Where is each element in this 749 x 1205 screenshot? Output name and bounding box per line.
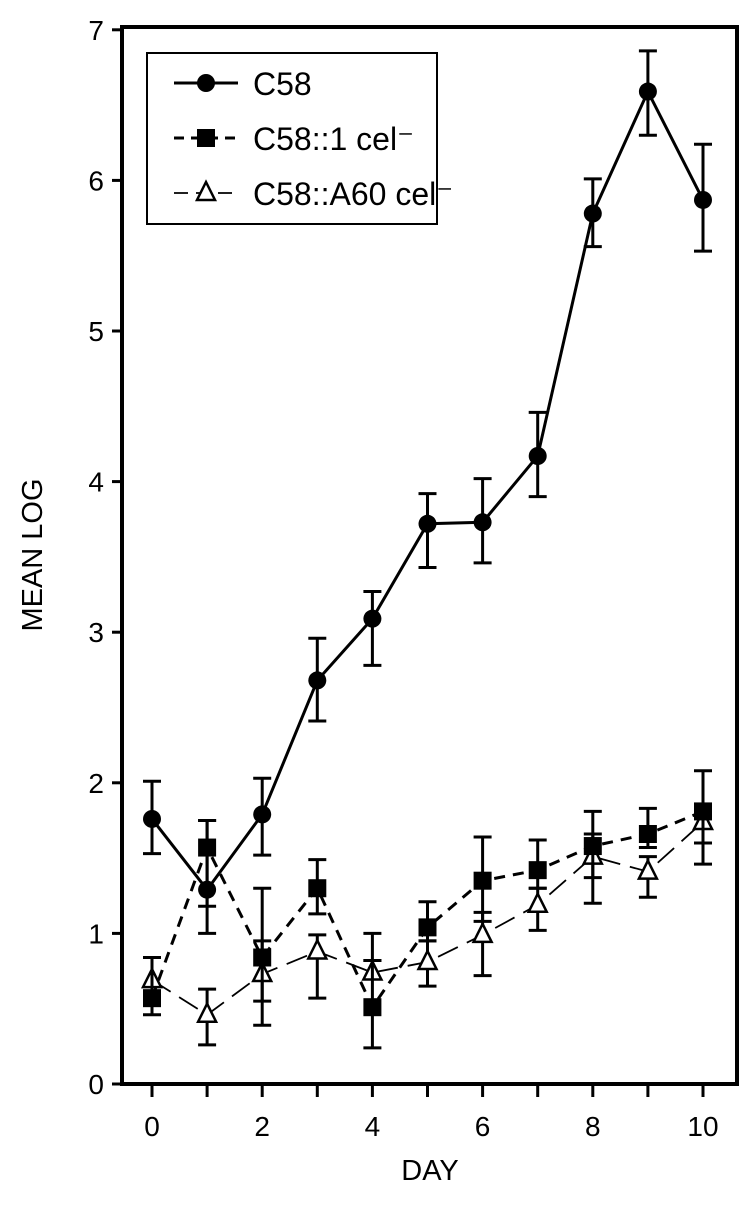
- data-point: [528, 446, 547, 465]
- data-point: [253, 805, 272, 824]
- x-tick-label: 4: [365, 1111, 381, 1142]
- legend-marker: [197, 129, 215, 147]
- data-point: [418, 514, 437, 533]
- y-tick-label: 5: [88, 316, 104, 347]
- y-tick-label: 4: [88, 467, 104, 498]
- series-1: [143, 769, 712, 1050]
- data-point: [473, 513, 492, 532]
- data-point: [198, 880, 217, 899]
- y-tick-label: 2: [88, 768, 104, 799]
- data-point: [306, 937, 329, 960]
- data-point: [638, 825, 657, 844]
- data-point: [583, 837, 602, 856]
- data-point: [143, 989, 161, 1008]
- data-point: [473, 871, 492, 890]
- data-point: [308, 879, 327, 898]
- legend-item: C58::A60 cel⁻: [174, 176, 453, 212]
- x-tick-label: 10: [687, 1111, 718, 1142]
- y-tick-label: 1: [88, 918, 104, 949]
- data-point: [694, 190, 712, 209]
- data-point: [694, 802, 712, 821]
- plot-frame: [120, 25, 739, 1086]
- data-point: [583, 204, 602, 223]
- y-axis-label: MEAN LOG: [17, 478, 49, 631]
- x-tick-label: 0: [144, 1111, 160, 1142]
- data-point: [253, 948, 272, 967]
- legend-marker: [197, 74, 215, 92]
- data-point: [636, 857, 659, 880]
- x-axis-label: DAY: [401, 1155, 458, 1187]
- legend-marker: [194, 179, 218, 202]
- data-point: [526, 890, 549, 914]
- legend-item: C58: [174, 66, 312, 102]
- data-point: [528, 861, 547, 880]
- data-point: [363, 998, 382, 1017]
- data-point: [196, 1000, 219, 1023]
- legend-label: C58::1 cel⁻: [253, 121, 414, 157]
- x-tick-label: 2: [254, 1111, 270, 1142]
- y-tick-label: 0: [88, 1069, 104, 1100]
- data-point: [638, 82, 657, 101]
- legend-label: C58::A60 cel⁻: [253, 176, 453, 212]
- legend-item: C58::1 cel⁻: [174, 121, 414, 157]
- x-tick-label: 6: [475, 1111, 491, 1142]
- data-point: [418, 918, 437, 937]
- legend-label: C58: [253, 66, 312, 102]
- data-point: [363, 609, 382, 628]
- y-tick-label: 6: [88, 165, 104, 196]
- data-point: [471, 921, 494, 944]
- y-tick-label: 7: [88, 15, 104, 46]
- series-0: [143, 49, 712, 935]
- x-tick-label: 8: [585, 1111, 601, 1142]
- y-tick-label: 3: [88, 617, 104, 648]
- data-point: [416, 948, 439, 971]
- data-point: [143, 809, 161, 828]
- data-point: [308, 671, 327, 690]
